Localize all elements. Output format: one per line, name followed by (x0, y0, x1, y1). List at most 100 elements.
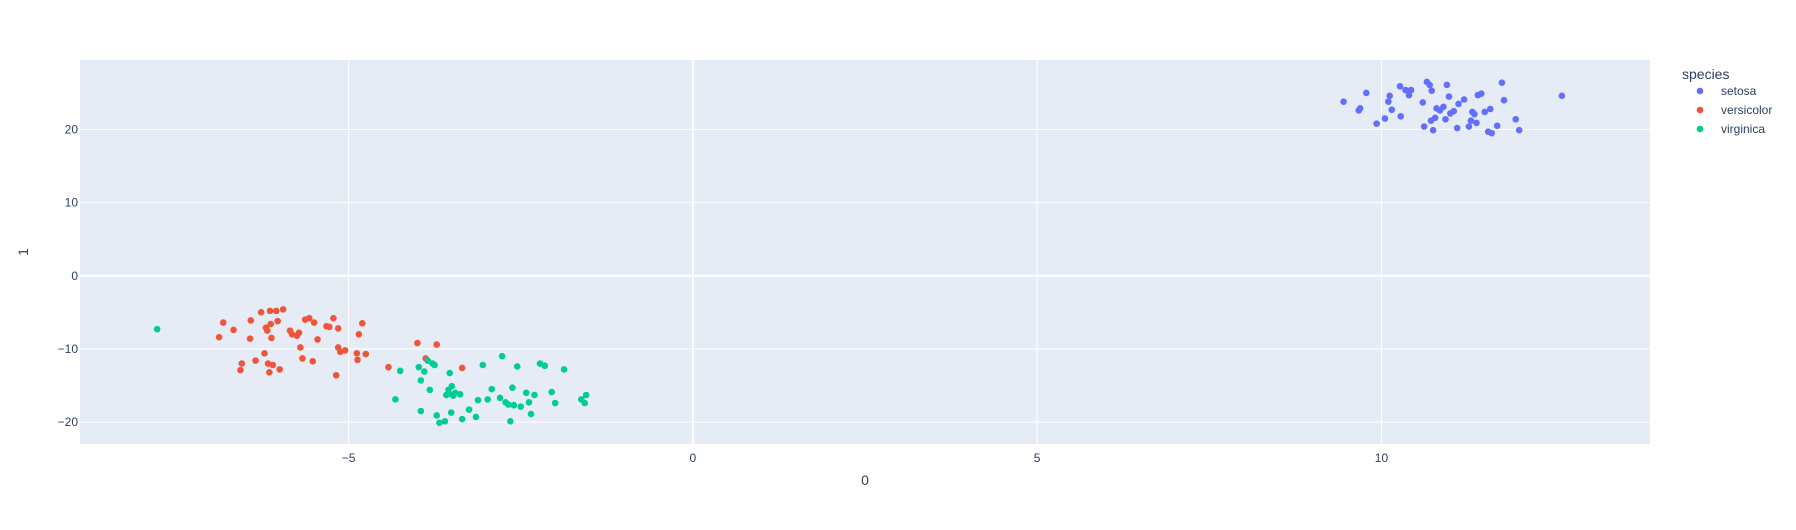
data-point-setosa (1428, 87, 1436, 95)
data-point-setosa (1445, 93, 1453, 100)
data-point-virginica (417, 407, 425, 415)
data-point-versicolor (266, 369, 273, 376)
data-point-virginica (541, 362, 549, 370)
data-point-setosa (1381, 115, 1389, 122)
data-point-virginica (433, 412, 440, 419)
data-point-versicolor (263, 327, 271, 334)
data-point-setosa (1386, 92, 1394, 100)
data-point-versicolor (314, 336, 321, 343)
x-tick-label: 0 (690, 451, 697, 465)
data-point-setosa (1465, 123, 1473, 130)
data-point-versicolor (268, 334, 275, 342)
data-point-setosa (1385, 98, 1392, 105)
data-point-virginica (153, 325, 161, 333)
data-point-versicolor (433, 341, 440, 348)
data-point-virginica (392, 396, 399, 403)
data-point-setosa (1477, 90, 1485, 97)
data-point-setosa (1440, 103, 1447, 111)
data-point-versicolor (362, 350, 370, 358)
data-point-setosa (1397, 113, 1405, 120)
data-point-virginica (560, 366, 568, 373)
data-point-virginica (426, 386, 434, 394)
data-point-versicolor (252, 357, 259, 364)
data-point-versicolor (414, 339, 421, 347)
data-point-versicolor (215, 333, 223, 341)
data-point-versicolor (274, 317, 281, 325)
data-point-virginica (525, 399, 533, 406)
data-point-virginica (417, 377, 425, 384)
data-point-versicolor (230, 326, 237, 334)
data-point-virginica (531, 391, 538, 399)
data-point-setosa (1486, 105, 1494, 113)
data-point-versicolor (267, 320, 275, 328)
data-point-virginica (513, 363, 521, 370)
data-point-setosa (1467, 117, 1475, 125)
data-point-virginica (474, 396, 482, 404)
data-point-virginica (431, 361, 438, 369)
data-point-virginica (517, 403, 525, 410)
data-point-virginica (448, 382, 456, 390)
data-point-virginica (446, 369, 454, 377)
data-point-virginica (581, 399, 589, 407)
data-point-virginica (420, 368, 428, 375)
y-tick-label: −20 (58, 415, 79, 429)
data-point-versicolor (299, 355, 306, 362)
data-point-virginica (505, 401, 512, 408)
data-point-virginica (479, 361, 487, 369)
data-point-virginica (484, 396, 491, 403)
data-point-versicolor (247, 317, 255, 324)
data-point-setosa (1488, 129, 1495, 137)
legend-marker-virginica (1696, 125, 1704, 133)
data-point-setosa (1340, 98, 1347, 105)
data-point-versicolor (269, 361, 277, 369)
data-point-virginica (582, 391, 590, 399)
data-point-versicolor (246, 335, 254, 342)
x-tick-label: 10 (1375, 451, 1389, 465)
data-point-versicolor (354, 356, 361, 364)
data-point-versicolor (385, 363, 392, 371)
data-point-setosa (1426, 81, 1433, 89)
data-point-setosa (1493, 122, 1501, 130)
data-point-versicolor (276, 366, 283, 373)
data-point-virginica (415, 363, 423, 371)
data-point-versicolor (295, 329, 303, 337)
y-axis-title: 1 (15, 248, 31, 256)
data-point-versicolor (309, 358, 317, 365)
data-point-virginica (488, 385, 496, 393)
data-point-setosa (1498, 79, 1506, 86)
data-point-virginica (424, 357, 432, 364)
data-point-setosa (1558, 92, 1566, 100)
data-point-virginica (441, 418, 449, 425)
y-tick-label: 20 (65, 122, 79, 136)
data-point-setosa (1419, 99, 1427, 106)
data-point-virginica (509, 384, 516, 391)
y-tick-label: 0 (71, 269, 78, 283)
x-axis-title: 0 (861, 472, 869, 488)
data-point-versicolor (306, 314, 313, 322)
legend-title: species (1682, 66, 1729, 82)
data-point-versicolor (330, 314, 337, 322)
data-point-setosa (1443, 81, 1451, 89)
data-point-setosa (1515, 126, 1523, 134)
data-point-virginica (496, 394, 504, 402)
data-point-versicolor (266, 307, 274, 315)
data-point-setosa (1500, 96, 1508, 104)
x-tick-label: −5 (342, 451, 356, 465)
plot-background (80, 60, 1650, 444)
data-point-versicolor (334, 325, 342, 332)
data-point-virginica (436, 419, 443, 427)
data-point-virginica (507, 418, 514, 425)
legend-label-virginica: virginica (1721, 122, 1765, 136)
data-point-setosa (1402, 86, 1409, 94)
data-point-versicolor (257, 309, 265, 316)
data-point-setosa (1450, 107, 1458, 115)
data-point-setosa (1473, 119, 1480, 127)
data-point-versicolor (310, 319, 318, 326)
data-point-virginica (465, 406, 473, 413)
data-point-virginica (551, 399, 559, 407)
legend-marker-setosa (1696, 87, 1704, 95)
data-point-setosa (1460, 96, 1468, 103)
data-point-setosa (1373, 120, 1380, 127)
